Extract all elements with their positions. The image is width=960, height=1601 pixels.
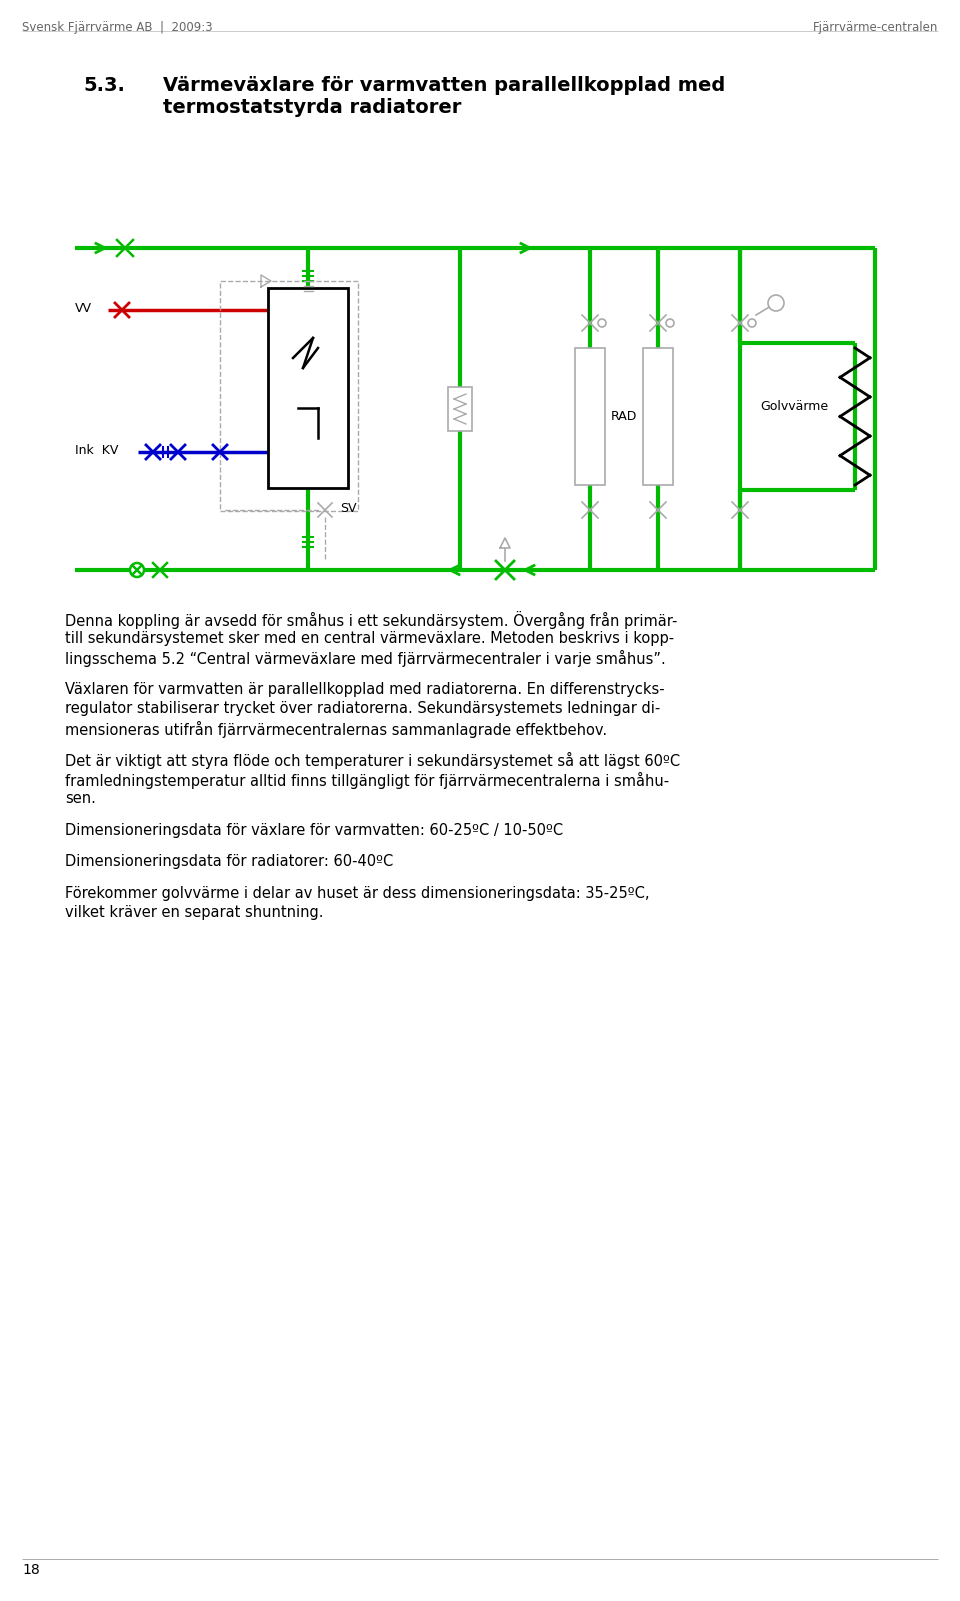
Text: Ink  KV: Ink KV — [75, 443, 118, 456]
Text: regulator stabiliserar trycket över radiatorerna. Sekundärsystemets ledningar di: regulator stabiliserar trycket över radi… — [65, 701, 660, 716]
Text: 18: 18 — [22, 1563, 39, 1577]
Circle shape — [748, 319, 756, 327]
Circle shape — [666, 319, 674, 327]
Text: framledningstemperatur alltid finns tillgängligt för fjärrvärmecentralerna i små: framledningstemperatur alltid finns till… — [65, 772, 669, 789]
Text: till sekundärsystemet sker med en central värmeväxlare. Metoden beskrivs i kopp-: till sekundärsystemet sker med en centra… — [65, 631, 674, 645]
Text: 5.3.: 5.3. — [83, 75, 125, 94]
Text: lingsschema 5.2 “Central värmeväxlare med fjärrvärmecentraler i varje småhus”.: lingsschema 5.2 “Central värmeväxlare me… — [65, 650, 665, 668]
Text: Dimensioneringsdata för växlare för varmvatten: 60-25ºC / 10-50ºC: Dimensioneringsdata för växlare för varm… — [65, 823, 564, 837]
Text: VV: VV — [75, 301, 92, 314]
Circle shape — [130, 564, 144, 576]
Circle shape — [768, 295, 784, 311]
Text: SV: SV — [340, 501, 356, 514]
Text: Det är viktigt att styra flöde och temperaturer i sekundärsystemet så att lägst : Det är viktigt att styra flöde och tempe… — [65, 752, 680, 768]
Text: Dimensioneringsdata för radiatorer: 60-40ºC: Dimensioneringsdata för radiatorer: 60-4… — [65, 853, 394, 869]
Text: mensioneras utifrån fjärrvärmecentralernas sammanlagrade effektbehov.: mensioneras utifrån fjärrvärmecentralern… — [65, 720, 607, 738]
Text: Värmeväxlare för varmvatten parallellkopplad med: Värmeväxlare för varmvatten parallellkop… — [163, 75, 725, 94]
Text: Förekommer golvvärme i delar av huset är dess dimensioneringsdata: 35-25ºC,: Förekommer golvvärme i delar av huset är… — [65, 885, 650, 900]
Text: RAD: RAD — [611, 410, 637, 423]
Text: Golvvärme: Golvvärme — [760, 400, 828, 413]
Bar — [268, 288, 348, 488]
Bar — [220, 282, 358, 511]
Text: vilket kräver en separat shuntning.: vilket kräver en separat shuntning. — [65, 905, 324, 921]
Bar — [448, 387, 472, 431]
Bar — [643, 347, 673, 485]
Text: Denna koppling är avsedd för småhus i ett sekundärsystem. Övergång från primär-: Denna koppling är avsedd för småhus i et… — [65, 612, 678, 629]
Text: Fjärrvärme­centralen: Fjärrvärme­centralen — [812, 21, 938, 34]
Text: termostatstyrda radiatorer: termostatstyrda radiatorer — [163, 98, 462, 117]
Text: Växlaren för varmvatten är parallellkopplad med radiatorerna. En differenstrycks: Växlaren för varmvatten är parallellkopp… — [65, 682, 664, 696]
Text: sen.: sen. — [65, 791, 96, 805]
Text: Svensk Fjärrvärme AB  |  2009:3: Svensk Fjärrvärme AB | 2009:3 — [22, 21, 212, 34]
Circle shape — [598, 319, 606, 327]
Bar — [575, 347, 605, 485]
